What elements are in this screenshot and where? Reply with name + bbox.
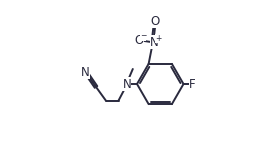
Text: F: F xyxy=(189,78,196,90)
Text: N: N xyxy=(150,36,159,49)
Text: O: O xyxy=(134,34,144,47)
Text: −: − xyxy=(140,32,146,41)
Text: N: N xyxy=(81,66,90,78)
Text: +: + xyxy=(155,34,161,43)
Text: N: N xyxy=(122,78,131,90)
Text: O: O xyxy=(151,15,160,28)
